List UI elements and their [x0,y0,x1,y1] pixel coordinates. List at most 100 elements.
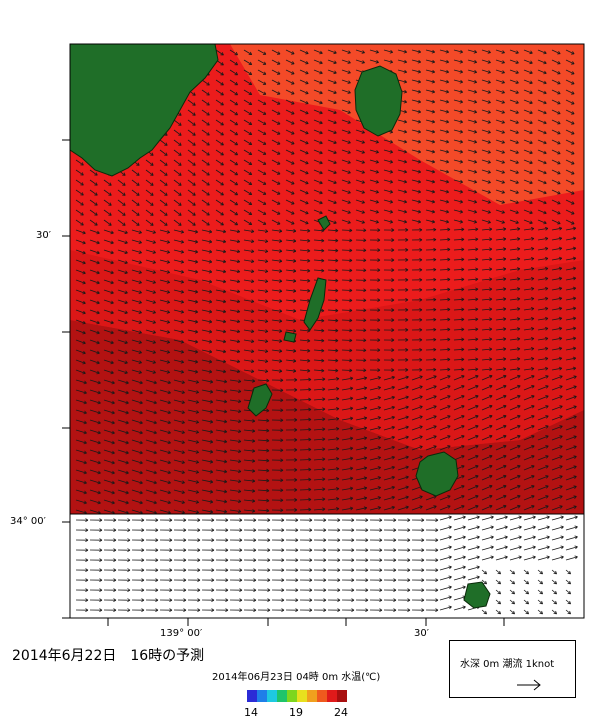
current-vector-head [97,320,100,324]
current-vector-head [251,269,255,272]
current-vector [327,388,339,391]
current-vector-head [181,280,184,283]
current-vector-head [489,237,493,240]
current-vector-head [154,450,157,454]
current-vector [313,139,323,144]
current-vector [103,259,114,264]
current-vector-head [362,170,365,173]
current-vector [229,459,241,462]
current-vector-head [405,475,409,478]
current-vector-head [546,395,549,399]
current-vector [537,375,549,381]
current-vector-head [362,210,365,213]
current-vector-head [405,289,409,292]
current-vector-head [461,385,465,387]
current-vector [75,329,86,334]
current-vector-head [209,451,213,454]
current-vector-head [434,375,437,379]
current-vector [495,79,505,84]
current-vector-head [490,405,493,409]
current-vector [159,229,170,233]
current-vector-head [112,480,115,484]
current-vector-head [377,269,381,273]
current-vector-head [501,182,505,184]
current-vector-head [490,375,493,379]
current-vector [313,129,323,134]
current-vector [187,319,198,323]
current-vector-head [447,337,451,340]
current-vector-head [405,249,409,252]
current-vector-head [545,375,549,377]
current-vector [131,409,143,414]
current-vector-head [333,102,337,105]
current-vector [145,269,156,274]
current-vector-head [209,249,213,253]
current-vector-head [417,101,421,104]
current-vector-head [517,368,521,371]
current-vector [131,229,142,234]
current-vector-head [502,220,505,223]
current-vector-head [111,240,114,244]
current-vector-head [377,258,381,261]
current-vector-head [322,378,326,382]
current-vector-head [446,139,449,143]
current-vector-head [475,257,479,260]
current-vector-head [349,298,353,301]
current-vector-head [251,369,255,372]
current-vector [537,59,547,64]
current-vector [173,349,184,353]
current-vector-head [417,221,421,224]
current-vector [89,179,98,186]
current-vector-head [83,382,87,385]
current-vector-head [168,410,171,414]
current-vector-head [364,427,368,431]
current-vector [243,239,254,242]
current-vector-head [180,232,184,234]
current-vector-head [195,309,198,313]
current-vector-head [168,470,171,474]
current-vector-head [361,172,365,174]
current-vector-head [515,222,519,224]
current-vector-head [180,242,184,244]
current-vector-head [516,100,519,104]
current-vector-head [474,109,477,113]
current-vector [369,487,381,491]
current-vector-head [207,92,210,96]
current-vector [145,259,156,264]
current-vector-head [517,404,521,407]
current-vector-head [574,476,577,479]
current-vector-head [559,297,563,301]
current-vector-head [208,291,212,294]
current-vector [173,209,182,216]
current-vector-head [195,382,199,384]
current-vector [145,229,156,234]
current-vector-head [403,221,407,224]
current-vector [453,199,463,203]
current-vector-head [235,221,238,225]
current-vector [565,327,576,331]
current-vector-head [405,338,409,341]
current-vector-head [348,170,351,174]
current-vector-head [153,240,156,243]
current-vector-head [97,310,100,314]
current-vector-head [363,370,367,373]
current-vector-head [448,375,451,379]
current-vector [159,269,170,273]
current-vector [229,429,241,432]
current-vector [509,228,520,231]
current-vector-head [292,61,295,65]
current-vector-head [308,407,312,410]
current-vector-head [97,382,101,385]
current-vector [327,279,339,282]
current-vector-head [446,129,449,133]
current-vector-head [559,405,563,407]
current-vector [467,119,477,123]
current-vector-head [349,426,353,429]
current-vector-head [391,358,395,361]
current-vector [229,479,241,482]
current-vector-head [487,192,491,194]
current-vector-head [530,237,535,239]
current-vector-head [489,297,493,300]
current-vector-head [83,452,87,455]
current-vector-head [264,261,269,263]
